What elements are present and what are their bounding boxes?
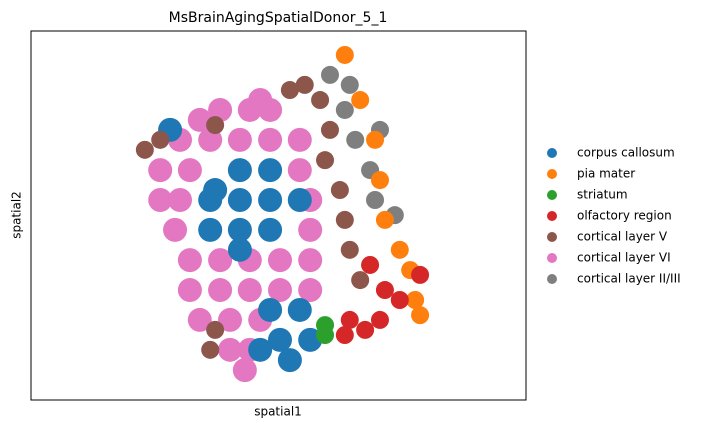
point	[375, 210, 394, 229]
point	[370, 310, 389, 329]
point	[411, 265, 430, 284]
legend-label: cortical layer II/III	[577, 272, 681, 286]
point	[163, 217, 188, 242]
point	[258, 188, 283, 213]
point	[390, 240, 409, 259]
point	[258, 127, 283, 152]
point	[390, 291, 409, 310]
point	[237, 278, 262, 303]
point	[295, 75, 314, 94]
point	[335, 100, 354, 119]
point	[237, 97, 262, 122]
point	[167, 188, 192, 213]
point	[227, 217, 252, 242]
point	[187, 307, 212, 332]
point	[287, 158, 312, 183]
point	[316, 326, 335, 345]
point	[187, 107, 212, 132]
point	[267, 248, 292, 273]
point	[366, 130, 385, 149]
legend-marker	[547, 169, 557, 179]
legend-marker	[547, 190, 557, 200]
point	[267, 278, 292, 303]
points	[135, 45, 430, 383]
point	[411, 306, 430, 325]
point	[366, 191, 385, 210]
point	[351, 91, 370, 110]
point	[227, 188, 252, 213]
point	[206, 320, 225, 339]
point	[311, 91, 330, 110]
point	[148, 188, 173, 213]
point	[340, 240, 359, 259]
point	[177, 278, 202, 303]
legend-marker	[547, 274, 557, 284]
point	[280, 81, 299, 100]
point	[370, 171, 389, 190]
point	[287, 127, 312, 152]
point	[208, 248, 233, 273]
legend-label: corpus callosum	[577, 146, 675, 160]
point	[206, 116, 225, 135]
legend-label: pia mater	[577, 167, 635, 181]
point	[298, 217, 323, 242]
legend-label: cortical layer VI	[577, 251, 671, 265]
point	[320, 65, 339, 84]
point	[198, 217, 223, 242]
point	[356, 320, 375, 339]
point	[208, 278, 233, 303]
point	[258, 97, 283, 122]
legend-marker	[547, 232, 557, 242]
point	[217, 337, 242, 362]
point	[375, 281, 394, 300]
legend-marker	[547, 148, 557, 158]
point	[227, 127, 252, 152]
point	[198, 188, 223, 213]
point	[232, 358, 257, 383]
point	[151, 130, 170, 149]
point	[330, 181, 349, 200]
point	[227, 158, 252, 183]
point	[267, 327, 292, 352]
point	[361, 255, 380, 274]
point	[258, 217, 283, 242]
point	[148, 158, 173, 183]
point	[320, 120, 339, 139]
point	[298, 248, 323, 273]
point	[287, 188, 312, 213]
point	[177, 158, 202, 183]
point	[277, 348, 302, 373]
chart-title: MsBrainAgingSpatialDonor_5_1	[169, 10, 388, 26]
point	[201, 340, 220, 359]
point	[217, 307, 242, 332]
point	[340, 75, 359, 94]
x-axis-label: spatial1	[254, 405, 302, 419]
point	[406, 291, 425, 310]
legend-label: cortical layer V	[577, 230, 668, 244]
point	[177, 248, 202, 273]
point	[335, 210, 354, 229]
plot-frame	[30, 30, 527, 401]
legend-label: olfactory region	[577, 209, 672, 223]
y-axis-label: spatial2	[10, 191, 24, 239]
point	[335, 326, 354, 345]
legend-marker	[547, 211, 557, 221]
point	[208, 97, 233, 122]
legend-label: striatum	[577, 188, 628, 202]
point	[135, 140, 154, 159]
point	[340, 310, 359, 329]
point	[335, 45, 354, 64]
legend-marker	[547, 253, 557, 263]
point	[287, 297, 312, 322]
point	[248, 337, 273, 362]
point	[351, 271, 370, 290]
point	[258, 158, 283, 183]
point	[298, 278, 323, 303]
point	[346, 130, 365, 149]
point	[258, 297, 283, 322]
point	[316, 151, 335, 170]
point	[227, 237, 252, 262]
